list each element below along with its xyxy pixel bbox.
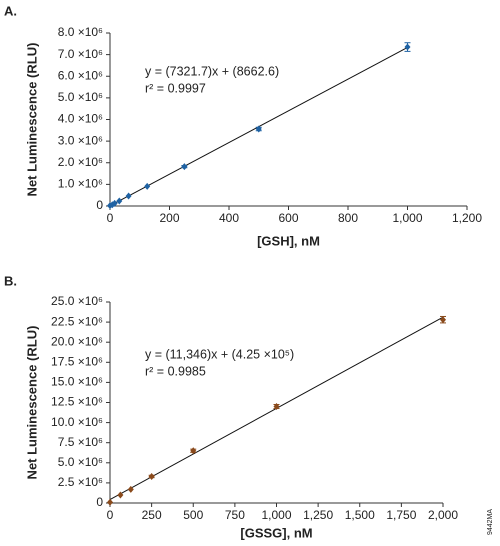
y-tick-label: 0 bbox=[96, 495, 103, 509]
y-tick-label: 12.5 ×10⁶ bbox=[51, 395, 103, 409]
y-tick-label: 17.5 ×10⁶ bbox=[51, 354, 103, 368]
y-tick-label: 6.0 ×10⁶ bbox=[58, 68, 103, 82]
y-tick-label: 10.0 ×10⁶ bbox=[51, 415, 103, 429]
x-tick-label: 1,200 bbox=[452, 211, 482, 225]
y-tick-label: 1.0 ×10⁶ bbox=[58, 177, 103, 191]
data-point bbox=[148, 472, 155, 480]
data-point bbox=[125, 192, 132, 200]
y-axis-label: Net Luminescence (RLU) bbox=[24, 43, 39, 197]
y-tick-label: 20.0 ×10⁶ bbox=[51, 334, 103, 348]
data-point bbox=[190, 447, 197, 455]
y-tick-label: 5.0 ×10⁶ bbox=[58, 90, 103, 104]
data-point bbox=[255, 125, 262, 133]
x-tick-label: 500 bbox=[183, 508, 203, 522]
y-tick-label: 22.5 ×10⁶ bbox=[51, 314, 103, 328]
data-point bbox=[181, 163, 188, 171]
y-tick-label: 3.0 ×10⁶ bbox=[58, 133, 103, 147]
data-point bbox=[116, 197, 123, 205]
data-point bbox=[107, 498, 113, 506]
x-tick-label: 1,000 bbox=[392, 211, 422, 225]
x-tick-label: 0 bbox=[107, 211, 114, 225]
data-point bbox=[404, 43, 411, 51]
y-tick-label: 2.5 ×10⁶ bbox=[58, 475, 103, 489]
y-axis-label: Net Luminescence (RLU) bbox=[24, 326, 39, 480]
panel-title: B. bbox=[4, 273, 17, 288]
annotation: r² = 0.9985 bbox=[145, 364, 206, 378]
x-tick-label: 0 bbox=[107, 508, 114, 522]
x-tick-label: 1,500 bbox=[345, 508, 375, 522]
x-axis-label: [GSSG], nM bbox=[240, 525, 312, 540]
data-point bbox=[144, 182, 151, 190]
x-tick-label: 200 bbox=[159, 211, 179, 225]
annotation: y = (11,346)x + (4.25 ×10⁵) bbox=[145, 347, 294, 361]
data-point bbox=[127, 485, 134, 493]
x-axis-label: [GSH], nM bbox=[257, 233, 320, 248]
y-tick-label: 8.0 ×10⁶ bbox=[58, 25, 103, 39]
y-tick-label: 25.0 ×10⁶ bbox=[51, 294, 103, 308]
annotation: r² = 0.9997 bbox=[145, 81, 206, 95]
x-tick-label: 2,000 bbox=[428, 508, 458, 522]
x-tick-label: 1,250 bbox=[303, 508, 333, 522]
data-point bbox=[440, 316, 446, 324]
x-tick-label: 400 bbox=[219, 211, 239, 225]
y-tick-label: 0 bbox=[96, 198, 103, 212]
y-tick-label: 7.0 ×10⁶ bbox=[58, 47, 103, 61]
x-tick-label: 250 bbox=[142, 508, 162, 522]
x-tick-label: 1,750 bbox=[386, 508, 416, 522]
data-point bbox=[117, 491, 124, 499]
y-tick-label: 15.0 ×10⁶ bbox=[51, 375, 103, 389]
x-tick-label: 800 bbox=[338, 211, 358, 225]
y-tick-label: 7.5 ×10⁶ bbox=[58, 435, 103, 449]
x-tick-label: 1,000 bbox=[261, 508, 291, 522]
data-point bbox=[273, 403, 280, 411]
panel-title: A. bbox=[4, 3, 17, 18]
y-tick-label: 4.0 ×10⁶ bbox=[58, 112, 103, 126]
x-tick-label: 750 bbox=[225, 508, 245, 522]
y-tick-label: 2.0 ×10⁶ bbox=[58, 155, 103, 169]
y-tick-label: 5.0 ×10⁶ bbox=[58, 455, 103, 469]
annotation: y = (7321.7)x + (8662.6) bbox=[145, 64, 279, 78]
x-tick-label: 600 bbox=[278, 211, 298, 225]
figure-code: 9442MA bbox=[487, 509, 494, 535]
data-point bbox=[111, 199, 118, 207]
